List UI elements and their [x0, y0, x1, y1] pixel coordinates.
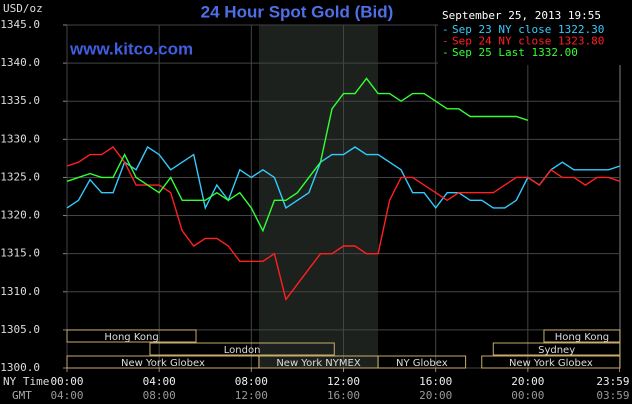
session-label: Hong Kong [104, 332, 158, 343]
session-label: New York Globex [509, 358, 593, 369]
legend-entry: Sep 24 NY close 1323.80 [452, 35, 604, 48]
session-box [66, 329, 197, 343]
gmt-axis-label: GMT [12, 389, 32, 402]
plot-layer: 1300.0 1305.0 1310.0 1315.0 1320.0 1325.0 1330… [0, 18, 629, 402]
y-axis-label: USD/oz [3, 2, 43, 15]
watermark: www.kitco.com [69, 39, 193, 58]
shaded-session [258, 25, 379, 368]
y-tick-label: 1305.0 [0, 323, 40, 336]
x-axis-label: NY Time [3, 375, 49, 388]
gmt-tick-label: 16:00 [327, 389, 360, 402]
session-box [492, 342, 621, 356]
series-line [66, 77, 529, 233]
legend-marker: - [442, 35, 449, 48]
gmt-tick-label: 20:00 [419, 389, 452, 402]
gmt-tick-label: 00:00 [511, 389, 544, 402]
legend-marker: - [442, 46, 449, 59]
session-box [481, 355, 621, 369]
gmt-tick-label: 12:00 [235, 389, 268, 402]
y-tick-label: 1340.0 [0, 56, 40, 69]
x-tick-label: 00:00 [50, 375, 83, 388]
legend-entry: Sep 25 Last 1332.00 [452, 46, 578, 59]
legend-title: September 25, 2013 19:55 [442, 9, 601, 22]
x-tick-label: 04:00 [143, 375, 176, 388]
legend-box [438, 7, 626, 65]
legend-marker: - [442, 23, 449, 36]
gmt-tick-label: 08:00 [143, 389, 176, 402]
session-box [149, 342, 335, 356]
x-tick-label: 08:00 [235, 375, 268, 388]
y-tick-label: 1310.0 [0, 285, 40, 298]
session-label: London [224, 345, 261, 356]
session-box [543, 329, 621, 343]
x-tick-label: 20:00 [511, 375, 544, 388]
session-label: NY Globex [396, 358, 448, 369]
session-label: Hong Kong [555, 332, 609, 343]
chart-title: 24 Hour Spot Gold (Bid) [201, 2, 394, 21]
session-label: New York Globex [121, 358, 205, 369]
y-tick-label: 1345.0 [0, 18, 40, 31]
legend-entry: Sep 23 NY close 1322.30 [452, 23, 604, 36]
y-tick-label: 1335.0 [0, 94, 40, 107]
x-tick-label: 23:59 [596, 375, 629, 388]
y-tick-label: 1300.0 [0, 361, 40, 374]
x-tick-label: 12:00 [327, 375, 360, 388]
gmt-tick-label: 03:59 [596, 389, 629, 402]
y-tick-label: 1315.0 [0, 247, 40, 260]
y-tick-label: 1330.0 [0, 132, 40, 145]
session-box [377, 355, 467, 369]
session-label: Sydney [538, 345, 575, 356]
y-tick-label: 1320.0 [0, 209, 40, 222]
session-label: New York NYMEX [276, 358, 361, 369]
series-line [66, 146, 621, 301]
y-tick-label: 1325.0 [0, 170, 40, 183]
x-tick-label: 16:00 [419, 375, 452, 388]
gmt-tick-label: 04:00 [50, 389, 83, 402]
